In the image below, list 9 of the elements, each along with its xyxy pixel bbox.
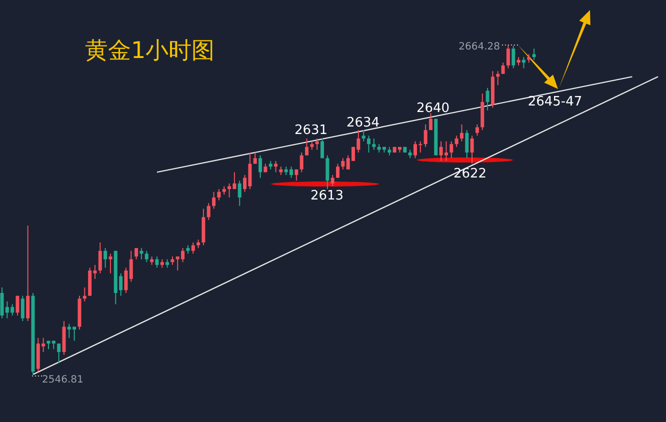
annotation: 2640 [416, 100, 450, 116]
annotation: 2613 [310, 188, 344, 204]
annotation: 2631 [294, 123, 328, 138]
chart-title: 黄金1小时图 [85, 38, 215, 64]
annotation: 2622 [453, 166, 487, 182]
annotation: 2664.28 [458, 42, 500, 53]
annotation: 2634 [346, 116, 380, 131]
annotation: 2645-47 [528, 94, 582, 110]
annotation: 2546.81 [42, 374, 84, 386]
